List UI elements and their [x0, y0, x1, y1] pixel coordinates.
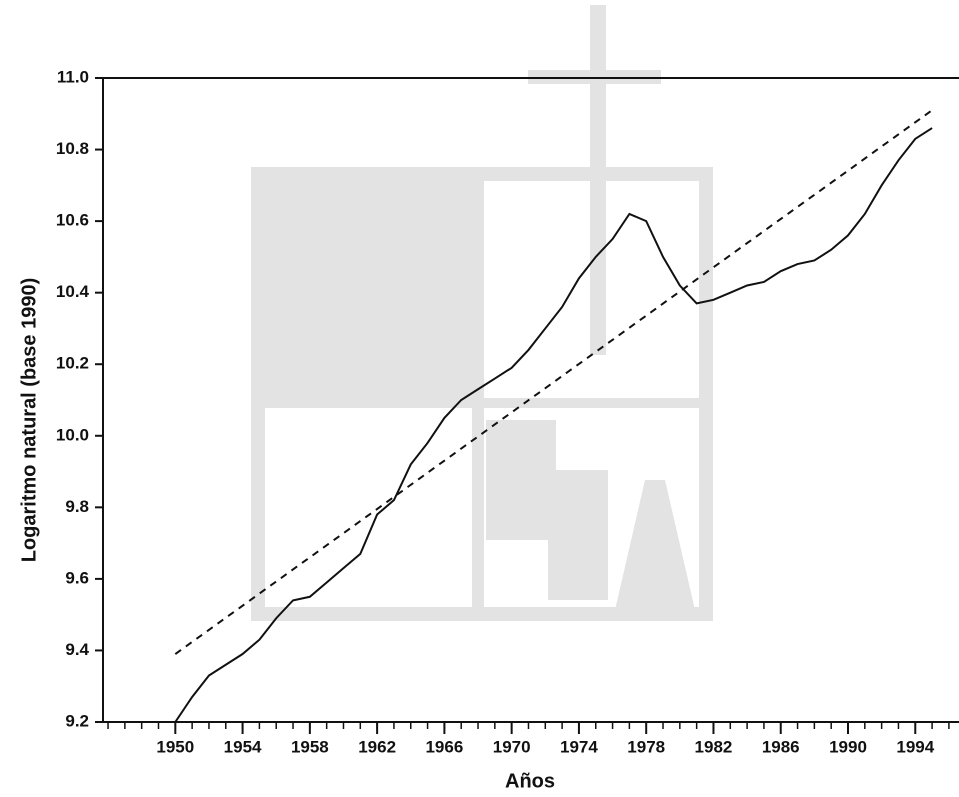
watermark-bar [258, 398, 706, 408]
x-tick-label: 1950 [156, 737, 194, 756]
y-tick-label: 10.6 [56, 211, 89, 230]
x-tick-label: 1986 [762, 737, 800, 756]
y-tick-label: 9.4 [65, 640, 89, 659]
x-tick-label: 1978 [627, 737, 665, 756]
x-tick-label: 1958 [291, 737, 329, 756]
y-tick-label: 9.8 [65, 497, 89, 516]
y-tick-label: 9.2 [65, 711, 89, 730]
y-tick-label: 10.4 [56, 282, 90, 301]
y-tick-label: 10.8 [56, 139, 89, 158]
y-tick-label: 9.6 [65, 568, 89, 587]
x-tick-label: 1990 [829, 737, 867, 756]
y-tick-label: 10.0 [56, 425, 89, 444]
x-tick-label: 1974 [560, 737, 598, 756]
x-tick-label: 1966 [425, 737, 463, 756]
x-tick-label: 1970 [493, 737, 531, 756]
y-tick-label: 10.2 [56, 354, 89, 373]
x-tick-label: 1982 [695, 737, 733, 756]
watermark [251, 5, 713, 621]
x-axis-title: Años [505, 770, 555, 792]
watermark-block [258, 174, 480, 404]
watermark-letter [615, 480, 695, 610]
x-tick-label: 1954 [224, 737, 262, 756]
watermark-bar [472, 174, 484, 614]
watermark-letter [486, 420, 556, 540]
watermark-letter [548, 470, 608, 600]
y-tick-label: 11.0 [57, 67, 89, 86]
x-tick-label: 1962 [358, 737, 396, 756]
y-axis-title: Logaritmo natural (base 1990) [18, 278, 40, 563]
data-line [174, 127, 933, 723]
x-tick-label: 1994 [896, 737, 934, 756]
